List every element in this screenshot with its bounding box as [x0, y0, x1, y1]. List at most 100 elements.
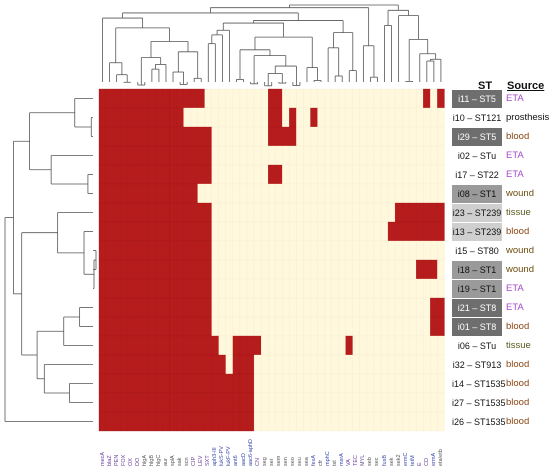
- heatmap-cell-present: [176, 335, 184, 356]
- heatmap-cell-present: [176, 164, 184, 185]
- heatmap-cell-absent: [260, 202, 269, 223]
- heatmap-cell-present: [190, 240, 198, 261]
- heatmap-cell-absent: [366, 202, 375, 223]
- heatmap-cell-absent: [324, 145, 332, 166]
- row-label-isolate: i27 – ST1535: [452, 397, 506, 408]
- heatmap-cell-present: [98, 202, 107, 223]
- heatmap-cell-absent: [303, 183, 311, 204]
- heatmap-cell-absent: [380, 164, 389, 185]
- heatmap-cell-absent: [359, 202, 368, 223]
- heatmap-cell-absent: [232, 126, 241, 147]
- heatmap-cell-present: [430, 202, 438, 223]
- heatmap-cell-present: [190, 297, 198, 318]
- heatmap-cell-present: [401, 202, 410, 223]
- heatmap-cell-absent: [260, 373, 269, 394]
- heatmap-cell-present: [98, 354, 107, 375]
- heatmap-cell-absent: [282, 164, 290, 185]
- heatmap-cell-present: [141, 373, 149, 394]
- heatmap-cell-absent: [409, 240, 417, 261]
- heatmap-cell-present: [183, 354, 191, 375]
- heatmap-cell-present: [112, 145, 121, 166]
- heatmap-cell-absent: [394, 240, 403, 261]
- heatmap-cell-absent: [310, 354, 318, 375]
- heatmap-cell-absent: [394, 316, 403, 337]
- row-source-label: ETA: [506, 168, 524, 180]
- heatmap-cell-absent: [239, 221, 248, 242]
- heatmap-cell-present: [155, 335, 163, 356]
- heatmap-cell-absent: [211, 107, 220, 128]
- heatmap-cell-absent: [246, 126, 255, 147]
- heatmap-cell-absent: [345, 88, 353, 109]
- heatmap-cell-present: [148, 145, 156, 166]
- row-label-isolate: i13 – ST239: [452, 222, 502, 241]
- heatmap-cell-absent: [387, 88, 396, 109]
- heatmap-cell-absent: [239, 240, 248, 261]
- heatmap-cell-absent: [416, 316, 424, 337]
- heatmap-cell-absent: [387, 278, 396, 299]
- heatmap-cell-absent: [331, 373, 339, 394]
- heatmap-cell-absent: [423, 373, 431, 394]
- heatmap-cell-absent: [324, 221, 332, 242]
- heatmap-cell-absent: [317, 183, 325, 204]
- heatmap-cell-present: [141, 183, 149, 204]
- heatmap-cell-absent: [394, 126, 403, 147]
- heatmap-cell-absent: [345, 202, 353, 223]
- heatmap-cell-absent: [345, 278, 353, 299]
- column-label-gene: sek2: [395, 454, 402, 466]
- heatmap-cell-present: [98, 145, 107, 166]
- heatmap-cell-present: [134, 183, 142, 204]
- heatmap-cell-present: [423, 88, 431, 109]
- column-label-gene: seb: [367, 457, 374, 466]
- heatmap-cell-absent: [366, 335, 375, 356]
- heatmap-cell-absent: [345, 316, 353, 337]
- heatmap-cell-present: [387, 221, 396, 242]
- heatmap-cell-absent: [352, 183, 360, 204]
- heatmap-cell-absent: [331, 411, 339, 432]
- heatmap-cell-absent: [430, 107, 438, 128]
- heatmap-cell-present: [176, 259, 184, 280]
- heatmap-cell-absent: [380, 202, 389, 223]
- heatmap-cell-absent: [373, 278, 382, 299]
- heatmap-cell-absent: [289, 240, 297, 261]
- heatmap-cell-present: [148, 107, 156, 128]
- column-label-gene: hlgC: [155, 454, 162, 466]
- heatmap-cell-absent: [260, 164, 269, 185]
- heatmap-cell-absent: [423, 354, 431, 375]
- heatmap-cell-present: [246, 373, 255, 394]
- heatmap-cell-absent: [345, 259, 353, 280]
- heatmap-cell-absent: [394, 354, 403, 375]
- heatmap-cell-absent: [338, 107, 346, 128]
- heatmap-cell-absent: [317, 240, 325, 261]
- heatmap-cell-present: [275, 126, 283, 147]
- heatmap-cell-absent: [275, 145, 283, 166]
- heatmap-cell-present: [197, 145, 205, 166]
- heatmap-cell-absent: [338, 221, 346, 242]
- heatmap-cell-absent: [430, 126, 438, 147]
- heatmap-cell-absent: [317, 107, 325, 128]
- heatmap-cell-absent: [296, 278, 304, 299]
- heatmap-cell-present: [134, 316, 142, 337]
- heatmap-cell-absent: [246, 145, 255, 166]
- heatmap-cell-absent: [373, 297, 382, 318]
- heatmap-cell-absent: [260, 183, 269, 204]
- heatmap-cell-absent: [296, 392, 304, 413]
- heatmap-cell-present: [239, 354, 248, 375]
- heatmap-cell-present: [120, 297, 128, 318]
- heatmap-cell-absent: [253, 297, 262, 318]
- heatmap-cell-absent: [275, 259, 283, 280]
- row-label-isolate: i29 – ST5: [452, 127, 502, 146]
- heatmap-cell-present: [169, 145, 177, 166]
- heatmap-cell-absent: [423, 126, 431, 147]
- heatmap-cell-absent: [387, 145, 396, 166]
- heatmap-cell-present: [169, 183, 177, 204]
- heatmap-cell-absent: [282, 335, 290, 356]
- heatmap-cell-absent: [423, 164, 431, 185]
- column-label-gene: DO: [134, 457, 141, 466]
- heatmap-cell-present: [246, 354, 255, 375]
- row-label-isolate: i17 – ST22: [455, 169, 499, 180]
- heatmap-cell-present: [98, 316, 107, 337]
- heatmap-cell-present: [105, 202, 114, 223]
- heatmap-cell-absent: [380, 335, 389, 356]
- heatmap-cell-absent: [401, 278, 410, 299]
- heatmap-cell-absent: [211, 183, 220, 204]
